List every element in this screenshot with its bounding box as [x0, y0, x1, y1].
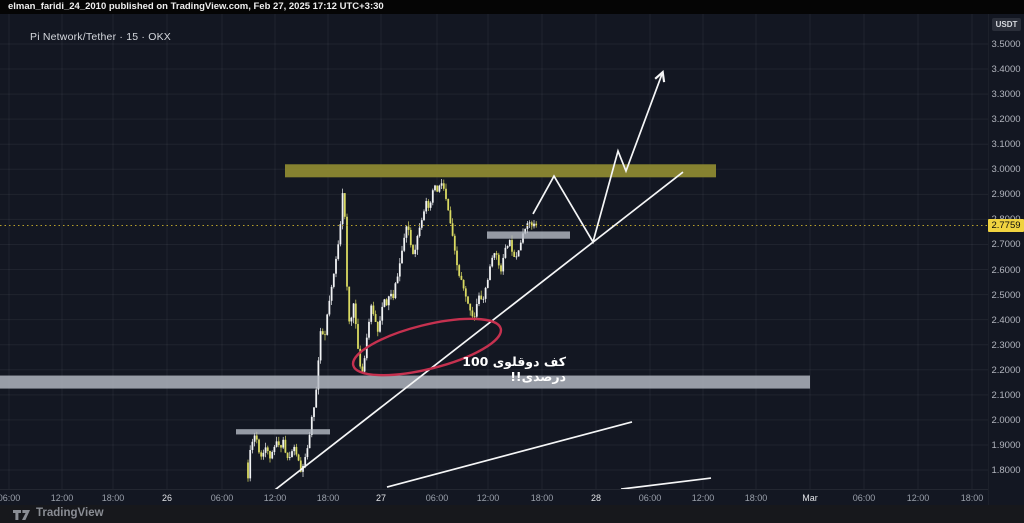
tradingview-brand-text[interactable]: TradingView [36, 507, 104, 519]
currency-badge[interactable]: USDT [992, 18, 1021, 31]
time-tick-label: 12:00 [50, 493, 74, 503]
secondary-ascending-trendline[interactable] [386, 421, 633, 488]
gridlines [0, 14, 988, 489]
double-bottom-annotation: کف دوقلوی 100 درصدی!! [462, 354, 566, 384]
time-tick-label: 28 [590, 493, 601, 503]
price-tick-label: 3.2000 [991, 114, 1021, 126]
time-tick-label: 27 [375, 493, 386, 503]
time-tick-label: 12:00 [263, 493, 287, 503]
price-tick-label: 3.5000 [991, 39, 1021, 50]
price-tick-label: 3.3000 [991, 89, 1021, 101]
price-tick-label: 2.9000 [991, 189, 1021, 201]
price-tick-label: 2.1000 [991, 389, 1021, 401]
price-tick-label: 2.7000 [991, 239, 1021, 251]
time-tick-label: 26 [161, 493, 172, 503]
price-axis[interactable]: 3.5000 3.4000 3.3000 3.2000 3.1000 3.0000 2.90… [988, 14, 1024, 505]
time-tick-label: 06:00 [425, 493, 449, 503]
chart-area[interactable]: Pi Network/Tether · 15 · OKX USDT 3.5000… [0, 14, 1024, 506]
time-tick-label: 18:00 [530, 493, 554, 503]
price-tick-label: 2.0000 [991, 414, 1021, 426]
price-tick-label: 2.2000 [991, 364, 1021, 376]
publish-text: elman_faridi_24_2010 published on Tradin… [8, 1, 384, 12]
candlesticks [247, 178, 538, 482]
resistance-zone-3.0[interactable] [285, 164, 716, 178]
symbol-title[interactable]: Pi Network/Tether · 15 · OKX [30, 31, 171, 43]
price-tick-label: 2.4000 [991, 314, 1021, 326]
time-tick-label: 06:00 [0, 493, 21, 503]
support-band-2.2[interactable] [0, 375, 810, 389]
time-tick-label: Mar [802, 493, 818, 503]
minor-zone-2.74[interactable] [487, 231, 570, 239]
price-tick-label: 2.6000 [991, 264, 1021, 276]
price-tick-label: 2.5000 [991, 289, 1021, 301]
time-tick-label: 18:00 [316, 493, 340, 503]
price-tick-label: 1.9000 [991, 439, 1021, 451]
time-tick-label: 06:00 [638, 493, 662, 503]
footer-bar: TradingView [0, 505, 1024, 523]
main-ascending-trendline[interactable] [258, 171, 684, 489]
minor-zone-1.95[interactable] [236, 429, 330, 435]
tradingview-logo-icon[interactable] [13, 508, 31, 523]
time-tick-label: 06:00 [852, 493, 876, 503]
price-chart-canvas[interactable] [0, 14, 988, 489]
price-tick-label: 2.3000 [991, 339, 1021, 351]
time-tick-label: 06:00 [210, 493, 234, 503]
current-price-badge: 2.7759 [988, 219, 1024, 232]
double-bottom-ellipse[interactable] [348, 307, 506, 386]
minor-ascending-trendline[interactable] [620, 477, 712, 489]
publish-bar: elman_faridi_24_2010 published on Tradin… [0, 0, 1024, 14]
forecast-zigzag-arrow[interactable] [532, 70, 666, 245]
price-tick-label: 3.4000 [991, 64, 1021, 76]
time-tick-label: 12:00 [691, 493, 715, 503]
time-tick-label: 18:00 [744, 493, 768, 503]
time-tick-label: 12:00 [476, 493, 500, 503]
price-tick-label: 1.8000 [991, 465, 1021, 477]
price-tick-label: 3.1000 [991, 139, 1021, 151]
time-tick-label: 12:00 [906, 493, 930, 503]
time-tick-label: 18:00 [101, 493, 125, 503]
time-tick-label: 18:00 [960, 493, 984, 503]
time-axis[interactable]: 06:00 12:00 18:00 26 06:00 12:00 18:00 27 06:00 1… [0, 489, 988, 506]
price-tick-label: 3.0000 [991, 164, 1021, 176]
